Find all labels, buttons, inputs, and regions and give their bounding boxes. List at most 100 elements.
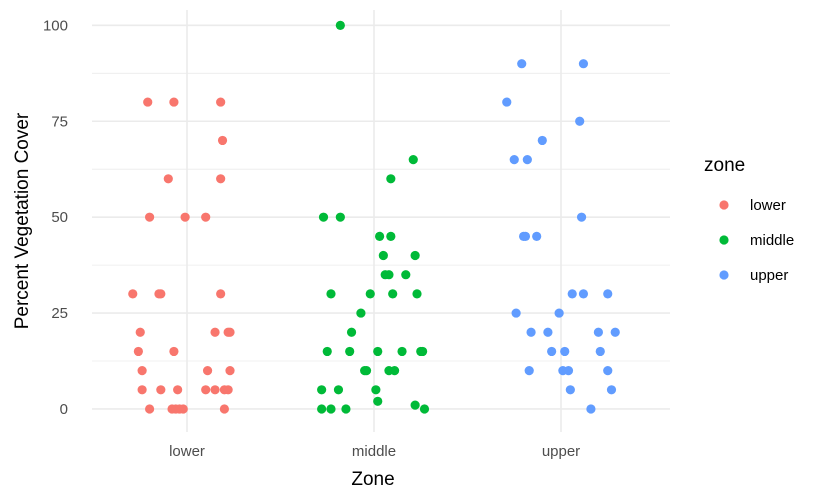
legend-label-upper: upper — [750, 267, 788, 284]
data-point-middle — [410, 400, 420, 410]
data-point-upper — [524, 366, 534, 376]
data-point-upper — [517, 59, 527, 69]
data-point-lower — [219, 404, 229, 414]
data-point-lower — [163, 174, 173, 184]
data-point-lower — [178, 404, 188, 414]
data-point-middle — [326, 289, 336, 299]
data-point-lower — [210, 385, 220, 395]
data-point-lower — [137, 366, 147, 376]
data-point-middle — [371, 385, 381, 395]
data-point-middle — [335, 20, 345, 30]
x-tick-label: upper — [542, 443, 580, 460]
data-point-lower — [173, 385, 183, 395]
data-point-middle — [401, 270, 411, 280]
data-point-lower — [216, 97, 226, 107]
data-point-lower — [201, 212, 211, 222]
data-point-middle — [384, 270, 394, 280]
y-tick-label: 100 — [43, 17, 68, 34]
data-point-lower — [210, 327, 220, 337]
data-point-upper — [537, 135, 547, 146]
data-point-upper — [603, 289, 613, 299]
data-point-lower — [145, 212, 155, 222]
data-point-upper — [560, 346, 570, 357]
data-point-lower — [143, 97, 153, 107]
data-point-middle — [378, 250, 388, 261]
data-points — [128, 20, 620, 414]
data-point-middle — [317, 385, 327, 395]
data-point-middle — [335, 212, 345, 222]
data-point-upper — [595, 346, 605, 357]
data-point-upper — [502, 97, 512, 107]
data-point-lower — [156, 385, 166, 395]
data-point-middle — [317, 404, 327, 414]
data-point-upper — [578, 289, 589, 299]
y-tick-label: 75 — [51, 113, 68, 130]
data-point-middle — [418, 346, 428, 357]
data-point-upper — [509, 155, 519, 165]
data-point-upper — [520, 231, 531, 241]
data-point-middle — [341, 404, 351, 414]
x-axis-title: Zone — [351, 469, 394, 490]
data-point-middle — [375, 231, 385, 241]
data-point-upper — [593, 327, 604, 337]
data-point-lower — [225, 327, 235, 337]
data-point-lower — [156, 289, 166, 299]
data-point-middle — [373, 346, 383, 357]
data-point-middle — [373, 396, 383, 406]
x-tick-label: lower — [169, 443, 205, 460]
data-point-upper — [578, 59, 589, 69]
data-point-upper — [511, 308, 521, 318]
data-point-upper — [586, 404, 596, 414]
data-point-lower — [180, 212, 190, 222]
data-point-middle — [389, 366, 400, 376]
data-point-middle — [397, 346, 407, 357]
x-tick-label: middle — [352, 443, 396, 460]
data-point-middle — [361, 366, 372, 376]
legend-title: zone — [704, 155, 745, 176]
data-point-lower — [133, 346, 143, 357]
data-point-lower — [223, 385, 233, 395]
data-point-upper — [554, 308, 564, 318]
data-point-upper — [543, 327, 553, 337]
data-point-lower — [145, 404, 155, 414]
data-point-lower — [135, 327, 145, 337]
legend-label-lower: lower — [750, 197, 786, 214]
data-point-middle — [322, 346, 332, 357]
data-point-lower — [217, 135, 228, 146]
data-point-lower — [128, 289, 138, 299]
data-point-middle — [412, 289, 422, 299]
data-point-upper — [526, 327, 536, 337]
data-point-upper — [606, 385, 617, 395]
data-point-upper — [547, 346, 557, 357]
data-point-upper — [532, 231, 542, 241]
data-point-lower — [137, 385, 147, 395]
data-point-upper — [563, 366, 574, 376]
data-point-lower — [201, 385, 211, 395]
data-point-middle — [408, 155, 418, 165]
data-point-upper — [565, 385, 575, 395]
data-point-middle — [345, 346, 355, 357]
legend-label-middle: middle — [750, 232, 794, 249]
y-tick-label: 50 — [51, 209, 68, 226]
data-point-middle — [388, 289, 398, 299]
data-point-middle — [318, 212, 329, 222]
data-point-middle — [326, 404, 336, 414]
legend-key-upper — [719, 270, 729, 280]
data-point-middle — [356, 308, 366, 318]
data-point-upper — [603, 366, 613, 376]
legend-key-middle — [719, 235, 729, 245]
legend-key-lower — [719, 200, 729, 210]
data-point-lower — [169, 97, 179, 107]
y-axis-ticks: 0 25 50 75 100 — [43, 17, 68, 418]
data-point-lower — [202, 366, 213, 376]
y-tick-label: 25 — [51, 305, 68, 322]
y-axis-title: Percent Vegetation Cover — [12, 112, 33, 329]
data-point-lower — [216, 289, 226, 299]
data-point-middle — [346, 327, 357, 337]
data-point-upper — [610, 327, 620, 337]
data-point-upper — [576, 212, 587, 222]
data-point-middle — [365, 289, 375, 299]
data-point-middle — [333, 385, 344, 395]
